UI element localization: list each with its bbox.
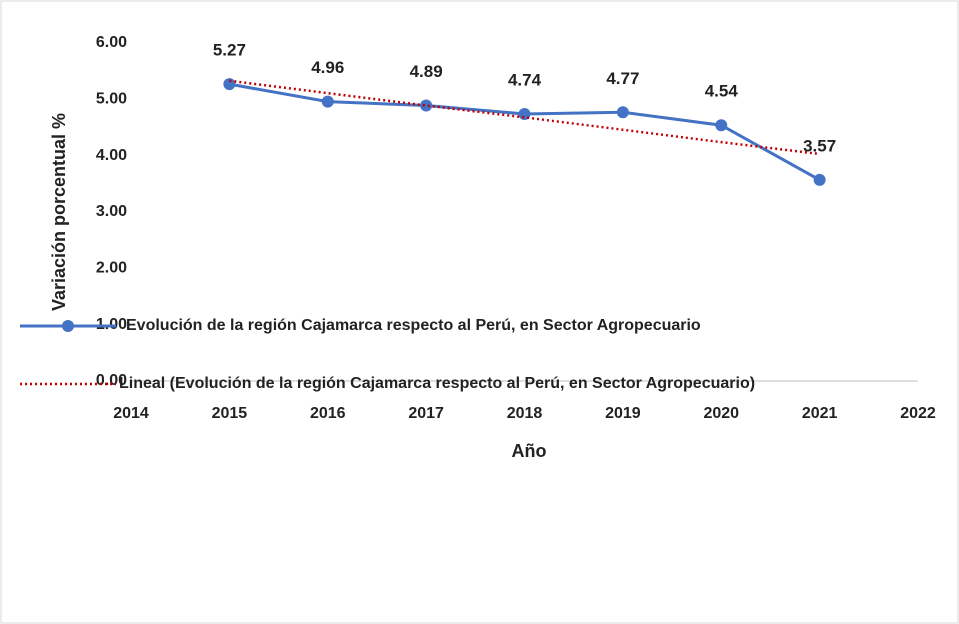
y-tick-label: 0.00: [96, 372, 127, 389]
x-tick-label: 2018: [507, 405, 543, 422]
data-label: 4.77: [606, 69, 639, 88]
data-label: 4.54: [705, 82, 739, 101]
x-tick-label: 2022: [900, 405, 936, 422]
x-tick-label: 2020: [703, 405, 739, 422]
data-point: [813, 173, 826, 186]
legend-marker: [62, 320, 74, 332]
y-tick-label: 3.00: [96, 203, 127, 220]
data-label: 4.89: [410, 62, 443, 81]
legend-label: Lineal (Evolución de la región Cajamarca…: [119, 375, 755, 392]
y-tick-label: 4.00: [96, 147, 127, 164]
y-tick-label: 6.00: [96, 34, 127, 51]
series-line: [229, 79, 820, 156]
data-point: [420, 99, 433, 112]
data-point: [223, 78, 236, 91]
x-tick-label: 2017: [408, 405, 444, 422]
y-tick-label: 1.00: [96, 316, 127, 333]
data-point: [616, 106, 629, 119]
x-tick-label: 2014: [113, 405, 149, 422]
x-tick-label: 2021: [802, 405, 838, 422]
data-label: 5.27: [213, 41, 246, 60]
y-tick-label: 2.00: [96, 260, 127, 277]
x-tick-label: 2019: [605, 405, 641, 422]
x-axis-label: Año: [512, 441, 547, 461]
data-point: [321, 95, 334, 108]
x-tick-label: 2016: [310, 405, 346, 422]
data-point: [715, 119, 728, 132]
x-tick-label: 2015: [212, 405, 248, 422]
y-axis-label: Variación porcentual %: [49, 113, 69, 311]
y-tick-label: 5.00: [96, 91, 127, 108]
data-label: 3.57: [803, 136, 836, 155]
data-label: 4.74: [508, 70, 542, 89]
legend-label: Evolución de la región Cajamarca respect…: [126, 317, 701, 334]
data-label: 4.96: [311, 58, 344, 77]
